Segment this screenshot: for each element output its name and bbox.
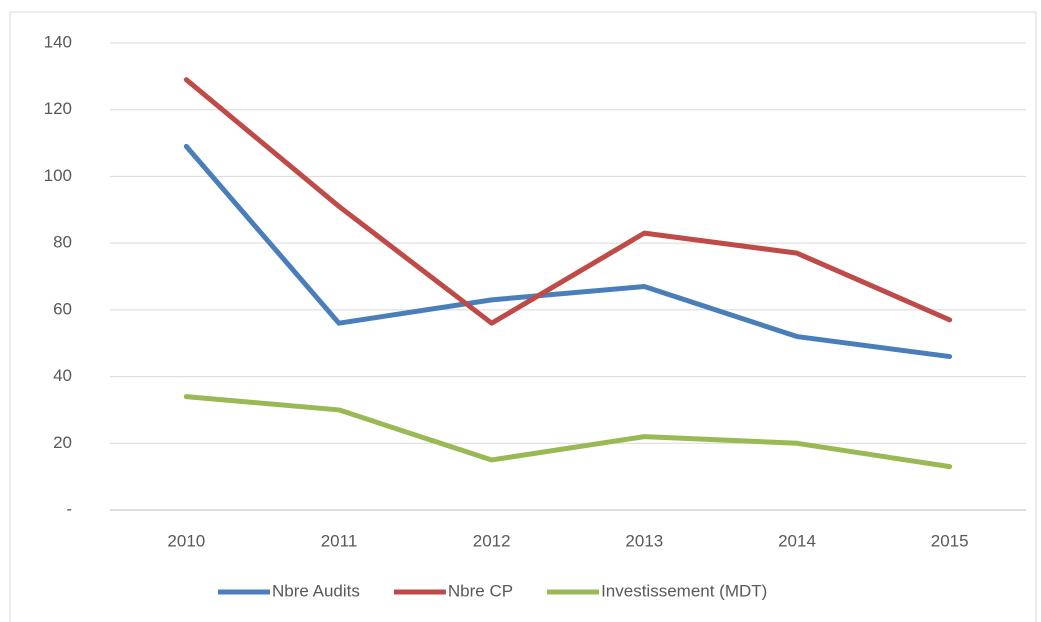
y-tick-label: 120	[44, 99, 72, 118]
y-tick-label: 100	[44, 166, 72, 185]
y-tick-label: 20	[53, 433, 72, 452]
series-line	[183, 143, 953, 360]
legend-label: Nbre CP	[448, 581, 513, 600]
y-tick-label: 80	[53, 233, 72, 252]
x-tick-label: 2014	[778, 531, 816, 550]
x-tick-label: 2015	[931, 531, 969, 550]
x-tick-label: 2010	[167, 531, 205, 550]
y-tick-label: 40	[53, 366, 72, 385]
y-tick-label: -	[66, 499, 72, 518]
x-tick-label: 2013	[625, 531, 663, 550]
legend-label: Nbre Audits	[272, 581, 360, 600]
y-tick-label: 60	[53, 299, 72, 318]
legend-label: Investissement (MDT)	[601, 581, 767, 600]
x-tick-label: 2012	[473, 531, 511, 550]
y-tick-label: 140	[44, 32, 72, 51]
chart-frame	[9, 11, 1037, 622]
x-tick-label: 2011	[321, 531, 358, 550]
series-line	[183, 77, 953, 326]
series-line	[183, 394, 953, 470]
